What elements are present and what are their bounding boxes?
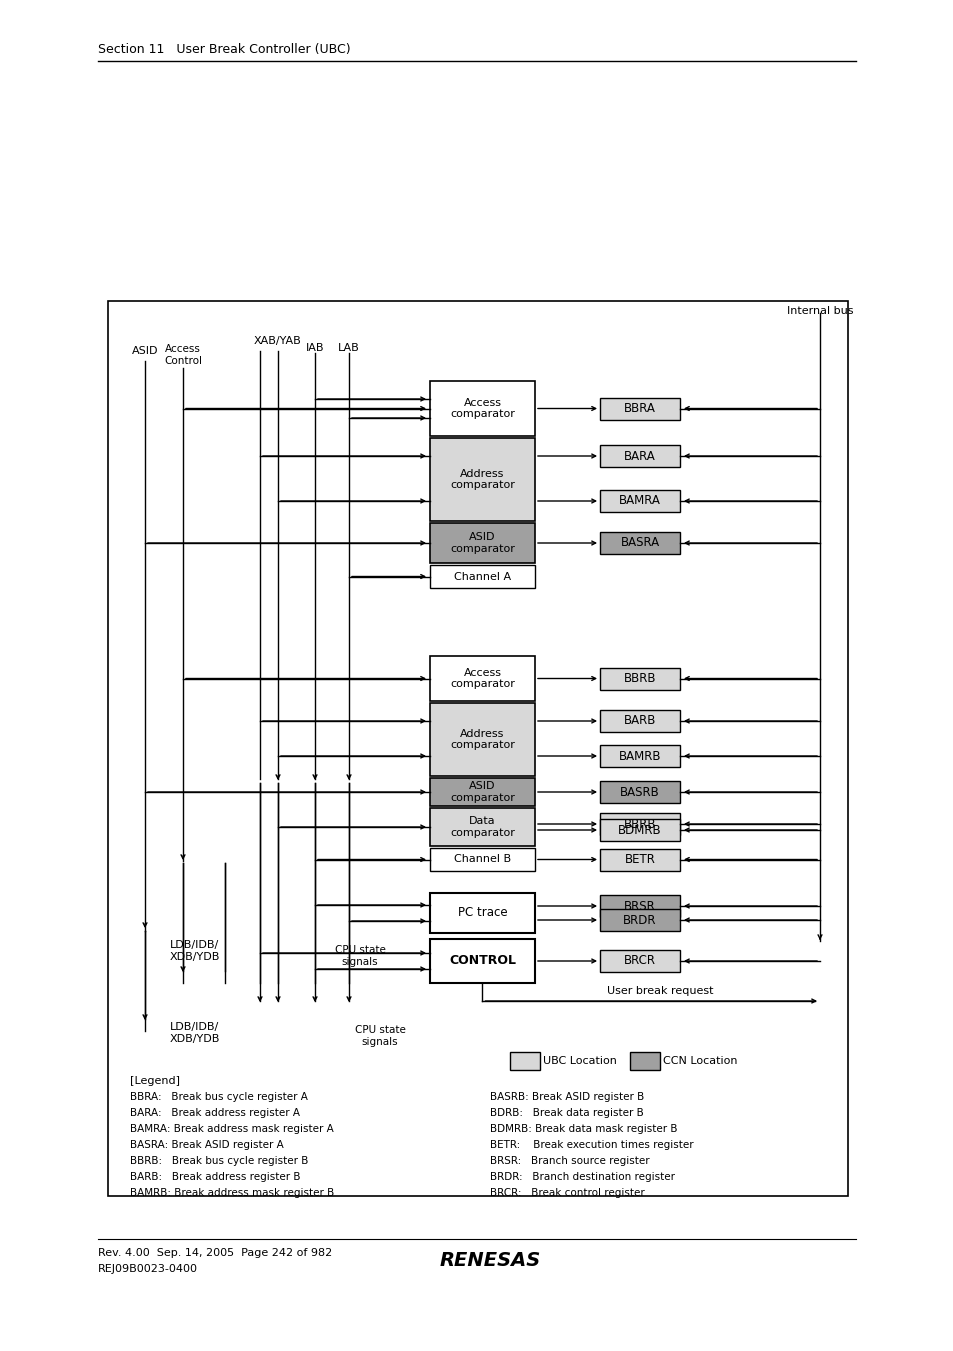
Text: Access
comparator: Access comparator — [450, 397, 515, 419]
Bar — [599, 848, 679, 870]
Text: Section 11   User Break Controller (UBC): Section 11 User Break Controller (UBC) — [98, 42, 351, 55]
Text: Internal bus: Internal bus — [786, 305, 852, 316]
Text: LDB/IDB/
XDB/YDB: LDB/IDB/ XDB/YDB — [170, 940, 220, 962]
Text: BAMRB: Break address mask register B: BAMRB: Break address mask register B — [130, 1188, 334, 1198]
Text: BBRA:   Break bus cycle register A: BBRA: Break bus cycle register A — [130, 1092, 308, 1102]
Text: BETR: BETR — [624, 852, 655, 866]
Text: BRCR:   Break control register: BRCR: Break control register — [490, 1188, 644, 1198]
Bar — [599, 490, 679, 512]
Bar — [599, 813, 679, 835]
Text: BDRB:   Break data register B: BDRB: Break data register B — [490, 1108, 643, 1119]
Text: CPU state
signals: CPU state signals — [335, 946, 385, 967]
Text: BDMRB: Break data mask register B: BDMRB: Break data mask register B — [490, 1124, 677, 1133]
Text: BAMRB: BAMRB — [618, 750, 660, 762]
Text: [Legend]: [Legend] — [130, 1075, 180, 1086]
Text: IAB: IAB — [305, 343, 324, 353]
Text: CCN Location: CCN Location — [662, 1056, 737, 1066]
Text: Access
comparator: Access comparator — [450, 667, 515, 689]
Text: BRDR:   Branch destination register: BRDR: Branch destination register — [490, 1173, 675, 1182]
Bar — [629, 1052, 659, 1070]
Bar — [599, 950, 679, 971]
Bar — [510, 1052, 539, 1070]
Bar — [430, 808, 535, 846]
Text: Channel B: Channel B — [454, 854, 511, 865]
Text: BBRB: BBRB — [623, 817, 656, 831]
Bar — [430, 565, 535, 588]
Bar — [430, 893, 535, 934]
Text: BRSR: BRSR — [623, 900, 655, 912]
Text: Address
comparator: Address comparator — [450, 728, 515, 750]
Text: Access
Control: Access Control — [164, 345, 202, 366]
Text: LDB/IDB/
XDB/YDB: LDB/IDB/ XDB/YDB — [170, 1023, 220, 1044]
Bar — [430, 657, 535, 701]
Bar — [108, 301, 847, 1196]
Text: ASID: ASID — [132, 346, 158, 357]
Bar — [599, 711, 679, 732]
Text: BARB: BARB — [623, 715, 656, 727]
Text: RENESAS: RENESAS — [439, 1251, 540, 1270]
Bar — [430, 381, 535, 436]
Bar — [599, 532, 679, 554]
Bar — [599, 397, 679, 420]
Text: Rev. 4.00  Sep. 14, 2005  Page 242 of 982: Rev. 4.00 Sep. 14, 2005 Page 242 of 982 — [98, 1248, 332, 1258]
Bar — [430, 438, 535, 521]
Text: ASID
comparator: ASID comparator — [450, 781, 515, 802]
Bar — [430, 778, 535, 807]
Text: Channel A: Channel A — [454, 571, 511, 581]
Bar — [599, 444, 679, 467]
Bar — [599, 667, 679, 689]
Text: XAB/YAB: XAB/YAB — [253, 336, 301, 346]
Text: User break request: User break request — [606, 986, 713, 996]
Text: ASID
comparator: ASID comparator — [450, 532, 515, 554]
Text: REJ09B0023-0400: REJ09B0023-0400 — [98, 1265, 198, 1274]
Text: BAMRA: Break address mask register A: BAMRA: Break address mask register A — [130, 1124, 334, 1133]
Text: BRSR:   Branch source register: BRSR: Branch source register — [490, 1156, 649, 1166]
Text: LAB: LAB — [337, 343, 359, 353]
Text: BASRA: Break ASID register A: BASRA: Break ASID register A — [130, 1140, 283, 1150]
Text: Data
comparator: Data comparator — [450, 816, 515, 838]
Text: BARA: BARA — [623, 450, 655, 462]
Text: BBRB: BBRB — [623, 671, 656, 685]
Text: BAMRA: BAMRA — [618, 494, 660, 508]
Bar — [599, 909, 679, 931]
Text: BASRB: Break ASID register B: BASRB: Break ASID register B — [490, 1092, 643, 1102]
Text: BBRA: BBRA — [623, 403, 656, 415]
Text: PC trace: PC trace — [457, 907, 507, 920]
Text: Address
comparator: Address comparator — [450, 469, 515, 490]
Bar — [430, 523, 535, 563]
Text: CONTROL: CONTROL — [449, 955, 516, 967]
Bar — [599, 781, 679, 802]
Text: BRCR: BRCR — [623, 955, 656, 967]
Bar — [430, 848, 535, 871]
Text: BARA:   Break address register A: BARA: Break address register A — [130, 1108, 299, 1119]
Bar — [430, 703, 535, 775]
Text: CPU state
signals: CPU state signals — [355, 1025, 405, 1047]
Bar — [599, 819, 679, 842]
Bar — [599, 744, 679, 767]
Text: BASRB: BASRB — [619, 785, 659, 798]
Bar — [599, 894, 679, 917]
Text: BASRA: BASRA — [619, 536, 659, 550]
Text: UBC Location: UBC Location — [542, 1056, 617, 1066]
Text: BDMRB: BDMRB — [618, 824, 661, 836]
Text: BARB:   Break address register B: BARB: Break address register B — [130, 1173, 300, 1182]
Text: BETR:    Break execution times register: BETR: Break execution times register — [490, 1140, 693, 1150]
Text: BRDR: BRDR — [622, 913, 656, 927]
Bar — [430, 939, 535, 984]
Text: BBRB:   Break bus cycle register B: BBRB: Break bus cycle register B — [130, 1156, 308, 1166]
